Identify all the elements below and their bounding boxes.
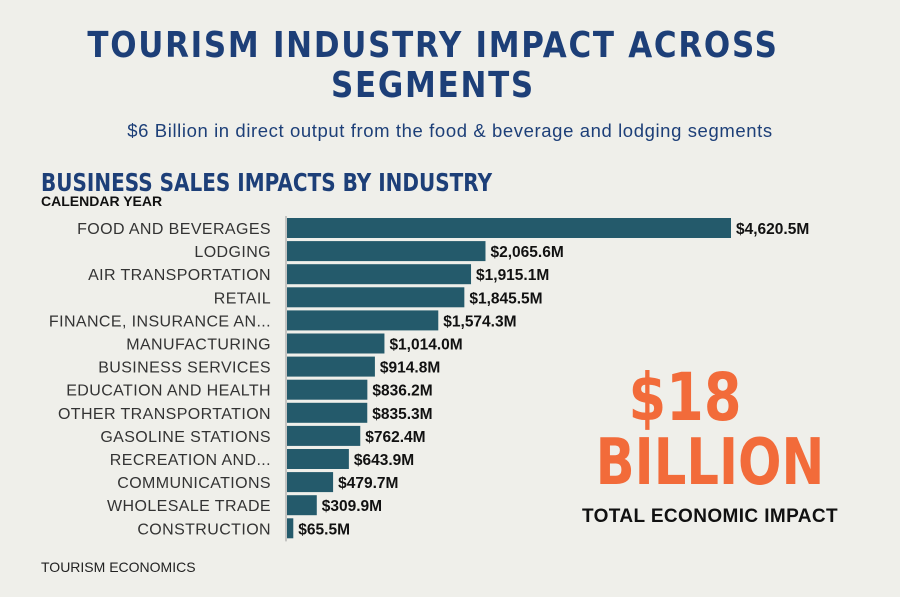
bar-value-label: $1,845.5M bbox=[469, 290, 542, 307]
category-label: CONSTRUCTION bbox=[137, 521, 271, 538]
page-title: TOURISM INDUSTRY IMPACT ACROSS SEGMENTS bbox=[87, 25, 779, 106]
bar bbox=[287, 449, 349, 469]
category-label: OTHER TRANSPORTATION bbox=[58, 406, 271, 423]
callout-unit: BILLION bbox=[595, 426, 825, 500]
bar bbox=[287, 425, 361, 446]
category-label: BUSINESS SERVICES bbox=[98, 360, 271, 377]
bar bbox=[287, 402, 368, 423]
category-label: MANUFACTURING bbox=[126, 337, 271, 354]
chart-subtitle: CALENDAR YEAR bbox=[41, 193, 163, 209]
category-label: RECREATION AND... bbox=[110, 452, 271, 469]
bar bbox=[287, 356, 375, 377]
bar bbox=[287, 495, 317, 516]
category-label: AIR TRANSPORTATION bbox=[88, 267, 271, 284]
bar bbox=[287, 379, 368, 400]
category-label: COMMUNICATIONS bbox=[117, 475, 271, 492]
category-label: LODGING bbox=[194, 244, 271, 261]
bar-value-label: $643.9M bbox=[354, 452, 414, 469]
bar bbox=[287, 287, 465, 308]
bar bbox=[287, 241, 486, 262]
bar-value-label: $762.4M bbox=[365, 429, 425, 446]
bar-value-label: $2,065.6M bbox=[490, 244, 563, 261]
bar-value-label: $479.7M bbox=[338, 475, 398, 492]
bar-value-label: $1,014.0M bbox=[389, 337, 462, 354]
category-label: FINANCE, INSURANCE AN... bbox=[49, 313, 271, 330]
bar bbox=[287, 472, 334, 493]
category-label: FOOD AND BEVERAGES bbox=[77, 221, 271, 238]
bar-value-label: $1,915.1M bbox=[476, 267, 549, 284]
bar bbox=[287, 310, 439, 331]
page-subtitle: $6 Billion in direct output from the foo… bbox=[127, 120, 773, 141]
bar-value-label: $1,574.3M bbox=[443, 313, 516, 330]
bar-value-label: $309.9M bbox=[322, 498, 382, 515]
category-label: GASOLINE STATIONS bbox=[100, 429, 271, 446]
bar bbox=[287, 218, 731, 238]
category-label: WHOLESALE TRADE bbox=[107, 498, 271, 515]
bar-value-label: $835.3M bbox=[372, 406, 432, 423]
source-credit: TOURISM ECONOMICS bbox=[41, 559, 196, 575]
callout-number: $18 bbox=[628, 359, 742, 436]
bar-value-label: $65.5M bbox=[298, 521, 350, 538]
bar-value-label: $914.8M bbox=[380, 360, 440, 377]
chart-title: BUSINESS SALES IMPACTS BY INDUSTRY bbox=[41, 168, 493, 197]
bar bbox=[287, 264, 472, 285]
callout-caption: TOTAL ECONOMIC IMPACT bbox=[581, 506, 839, 527]
category-label: RETAIL bbox=[214, 290, 271, 307]
bar-value-label: $4,620.5M bbox=[736, 221, 809, 238]
bar bbox=[287, 333, 385, 354]
category-label: EDUCATION AND HEALTH bbox=[66, 383, 271, 400]
bar-value-label: $836.2M bbox=[372, 383, 432, 400]
bar bbox=[287, 518, 294, 539]
